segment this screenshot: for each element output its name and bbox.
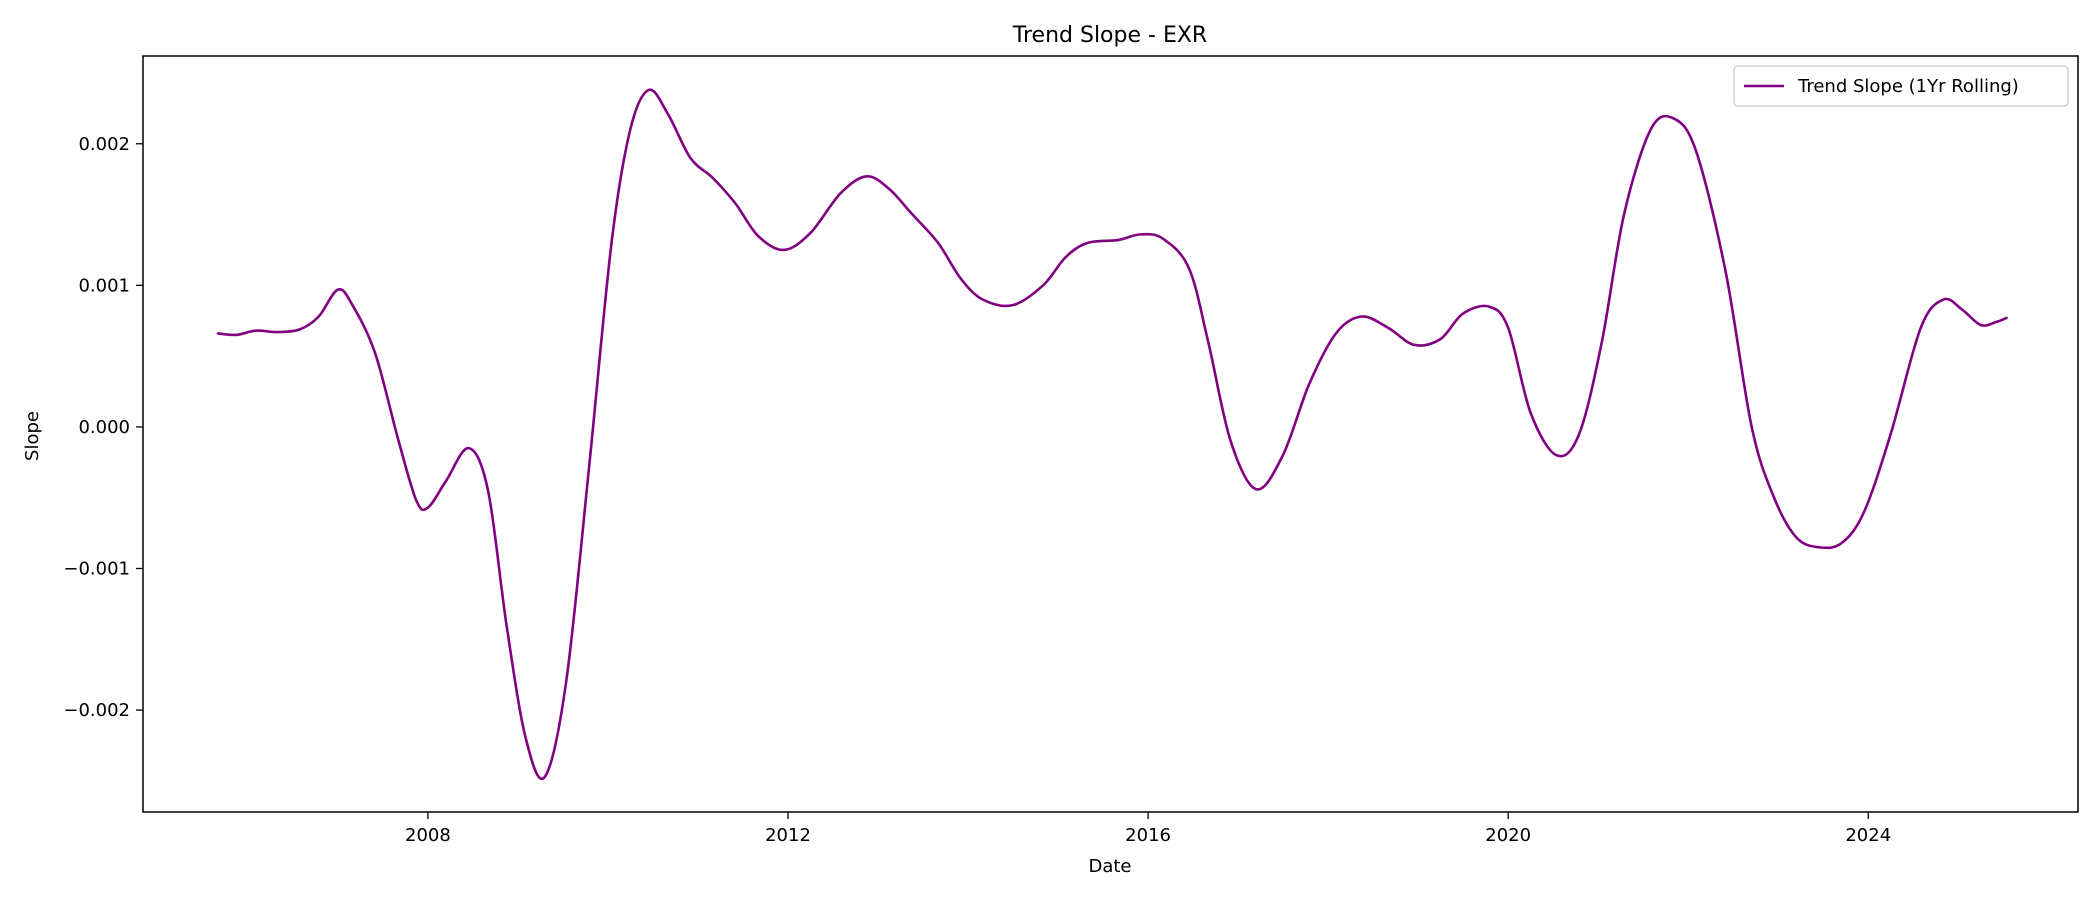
x-axis-title: Date (1088, 856, 1131, 877)
x-tick-label: 2020 (1485, 825, 1531, 846)
y-tick-label: 0.000 (78, 417, 130, 438)
chart-title: Trend Slope - EXR (1012, 23, 1207, 48)
legend-label: Trend Slope (1Yr Rolling) (1797, 76, 2019, 97)
x-tick-label: 2024 (1845, 825, 1891, 846)
y-tick-label: −0.001 (63, 558, 130, 579)
legend-box (1733, 65, 2069, 107)
y-tick-label: −0.002 (63, 700, 130, 721)
plot-frame (142, 55, 2079, 813)
legend: Trend Slope (1Yr Rolling) (1733, 65, 2069, 107)
y-axis-title: Slope (22, 411, 43, 461)
series-line-0 (216, 88, 2008, 781)
x-tick-label: 2012 (765, 825, 811, 846)
plot-marks (216, 88, 2008, 781)
x-tick-label: 2016 (1125, 825, 1171, 846)
y-tick-label: 0.001 (78, 275, 130, 296)
x-tick-label: 2008 (405, 825, 451, 846)
axes: 2008 2012 2016 2020 2024 0.002 0.001 0.000 −0.00… (63, 55, 2079, 846)
y-tick-label: 0.002 (78, 134, 130, 155)
